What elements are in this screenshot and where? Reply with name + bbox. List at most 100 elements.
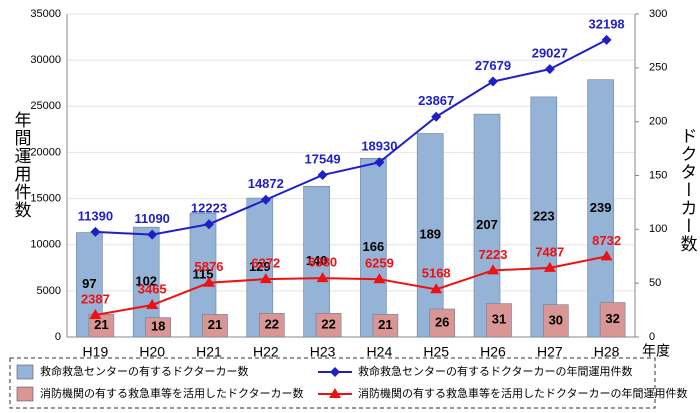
marker xyxy=(203,276,215,287)
legend-label: 救命救急センターの有するドクターカー数 xyxy=(40,364,249,378)
data-label: 129 xyxy=(249,259,271,274)
data-label: 12223 xyxy=(191,201,227,216)
y-tick-label: 25000 xyxy=(30,100,61,112)
data-label: 7223 xyxy=(479,247,508,262)
bar xyxy=(587,79,614,338)
legend-label: 救命救急センターの有するドクターカーの年間運用件数 xyxy=(358,364,633,378)
data-label: 17549 xyxy=(305,151,341,166)
bar xyxy=(145,317,171,338)
data-label: 166 xyxy=(363,239,385,254)
marker xyxy=(317,170,328,181)
y2-tick-label: 200 xyxy=(649,116,667,128)
x-tick-label: H24 xyxy=(367,344,393,360)
data-label: 207 xyxy=(476,217,498,232)
x-tick-label: H19 xyxy=(83,344,109,360)
y-tick-label: 15000 xyxy=(30,192,61,204)
y2-tick-label: 250 xyxy=(649,62,667,74)
data-label: 26 xyxy=(435,314,449,329)
data-label: 18930 xyxy=(361,139,397,154)
bar xyxy=(416,133,444,338)
y2-tick-label: 300 xyxy=(649,8,667,20)
data-label: 22 xyxy=(321,317,335,332)
marker xyxy=(601,34,612,45)
bar xyxy=(599,302,626,338)
data-label: 115 xyxy=(193,267,214,282)
data-label: 6380 xyxy=(308,255,337,270)
marker xyxy=(147,229,158,240)
marker xyxy=(544,64,555,75)
marker xyxy=(488,76,498,87)
marker xyxy=(316,272,329,283)
data-label: 21 xyxy=(378,317,392,332)
bar xyxy=(315,313,342,338)
legend-swatch xyxy=(16,364,34,380)
data-label: 11090 xyxy=(134,211,169,226)
marker xyxy=(600,250,613,261)
y-tick-label: 5000 xyxy=(37,285,61,297)
bar xyxy=(372,314,399,338)
data-label: 6259 xyxy=(365,256,394,271)
data-label: 5876 xyxy=(195,259,224,274)
data-label: 97 xyxy=(82,276,96,291)
data-label: 21 xyxy=(208,317,222,332)
x-tick-label: H22 xyxy=(253,344,279,360)
data-label: 32 xyxy=(605,311,619,326)
data-label: 239 xyxy=(590,200,612,215)
legend-label: 消防機関の有する救急車等を活用したドクターカーの年間運用件数 xyxy=(358,386,688,400)
data-label: 29027 xyxy=(532,46,568,61)
x-tick-label: H25 xyxy=(423,344,449,360)
line xyxy=(95,38,608,236)
bar xyxy=(542,304,569,338)
marker xyxy=(260,194,271,205)
x-tick-label: H20 xyxy=(139,344,165,360)
data-label: 30 xyxy=(549,312,563,327)
bar xyxy=(530,96,558,338)
bar xyxy=(360,157,387,338)
x-tick-label: H21 xyxy=(196,344,222,360)
marker xyxy=(430,283,443,294)
marker xyxy=(89,308,102,319)
y2-tick-label: 0 xyxy=(649,331,655,343)
x-tick-label: H27 xyxy=(537,344,563,360)
data-label: 3465 xyxy=(138,281,167,296)
data-label: 8732 xyxy=(592,233,621,248)
x-tick-label: H28 xyxy=(594,344,620,360)
bar xyxy=(486,303,512,338)
data-label: 11390 xyxy=(78,208,113,223)
marker xyxy=(543,261,556,272)
y2-tick-label: 100 xyxy=(649,223,667,235)
marker xyxy=(259,273,272,284)
bar xyxy=(258,313,285,338)
data-label: 102 xyxy=(135,274,157,289)
data-label: 6272 xyxy=(251,256,280,271)
marker xyxy=(330,367,340,377)
x-tick-label: H23 xyxy=(310,344,336,360)
data-label: 21 xyxy=(94,317,108,332)
y2-axis-title: ドクターカー数 xyxy=(678,127,698,253)
data-label: 189 xyxy=(419,227,441,242)
bar xyxy=(303,185,330,338)
marker xyxy=(329,388,341,398)
x-tick-label: H26 xyxy=(480,344,506,360)
legend xyxy=(9,357,656,409)
legend-swatch xyxy=(16,386,34,402)
legend-label: 消防機関の有する救急車等を活用したドクターカー数 xyxy=(40,386,304,400)
bar xyxy=(202,314,228,338)
y-tick-label: 30000 xyxy=(30,54,61,66)
data-label: 140 xyxy=(306,253,328,268)
marker xyxy=(146,299,159,310)
y-tick-label: 0 xyxy=(55,331,61,343)
y2-tick-label: 50 xyxy=(649,277,661,289)
data-label: 7487 xyxy=(535,244,564,259)
data-label: 27679 xyxy=(475,58,511,73)
data-label: 22 xyxy=(265,317,279,332)
data-label: 5168 xyxy=(422,266,451,281)
y-tick-label: 35000 xyxy=(30,8,61,20)
x-axis-title: 年度 xyxy=(642,343,670,359)
y-tick-label: 10000 xyxy=(30,239,61,251)
data-label: 14872 xyxy=(248,176,284,191)
y2-tick-label: 150 xyxy=(649,169,667,181)
line xyxy=(95,255,607,316)
y-axis-title: 年間運用件数 xyxy=(12,111,32,219)
